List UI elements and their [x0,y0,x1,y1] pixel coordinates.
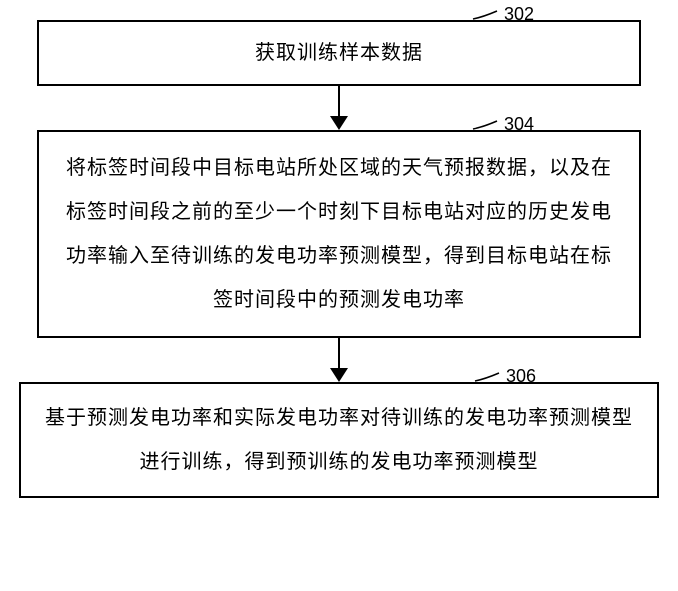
step-label-3: 306 [473,366,536,387]
arrow-2 [330,338,348,382]
step-label-text-1: 302 [504,4,534,24]
step-label-text-2: 304 [504,114,534,134]
step-text-3: 基于预测发电功率和实际发电功率对待训练的发电功率预测模型进行训练，得到预训练的发… [41,396,637,484]
step-label-text-3: 306 [506,366,536,386]
step-label-2: 304 [471,114,534,135]
label-tick-icon [473,371,501,383]
flowchart-step-1: 302 获取训练样本数据 [37,20,641,86]
arrow-line [338,338,340,368]
flowchart-step-3: 306 基于预测发电功率和实际发电功率对待训练的发电功率预测模型进行训练，得到预… [19,382,659,498]
label-tick-icon [471,9,499,21]
step-text-1: 获取训练样本数据 [255,31,423,75]
flowchart-step-2: 304 将标签时间段中目标电站所处区域的天气预报数据，以及在标签时间段之前的至少… [37,130,641,338]
arrow-1 [330,86,348,130]
label-tick-icon [471,119,499,131]
arrow-line [338,86,340,116]
step-text-2: 将标签时间段中目标电站所处区域的天气预报数据，以及在标签时间段之前的至少一个时刻… [59,146,619,322]
arrow-head-icon [330,116,348,130]
step-label-1: 302 [471,4,534,25]
arrow-head-icon [330,368,348,382]
flowchart-container: 302 获取训练样本数据 304 将标签时间段中目标电站所处区域的天气预报数据，… [0,0,678,498]
